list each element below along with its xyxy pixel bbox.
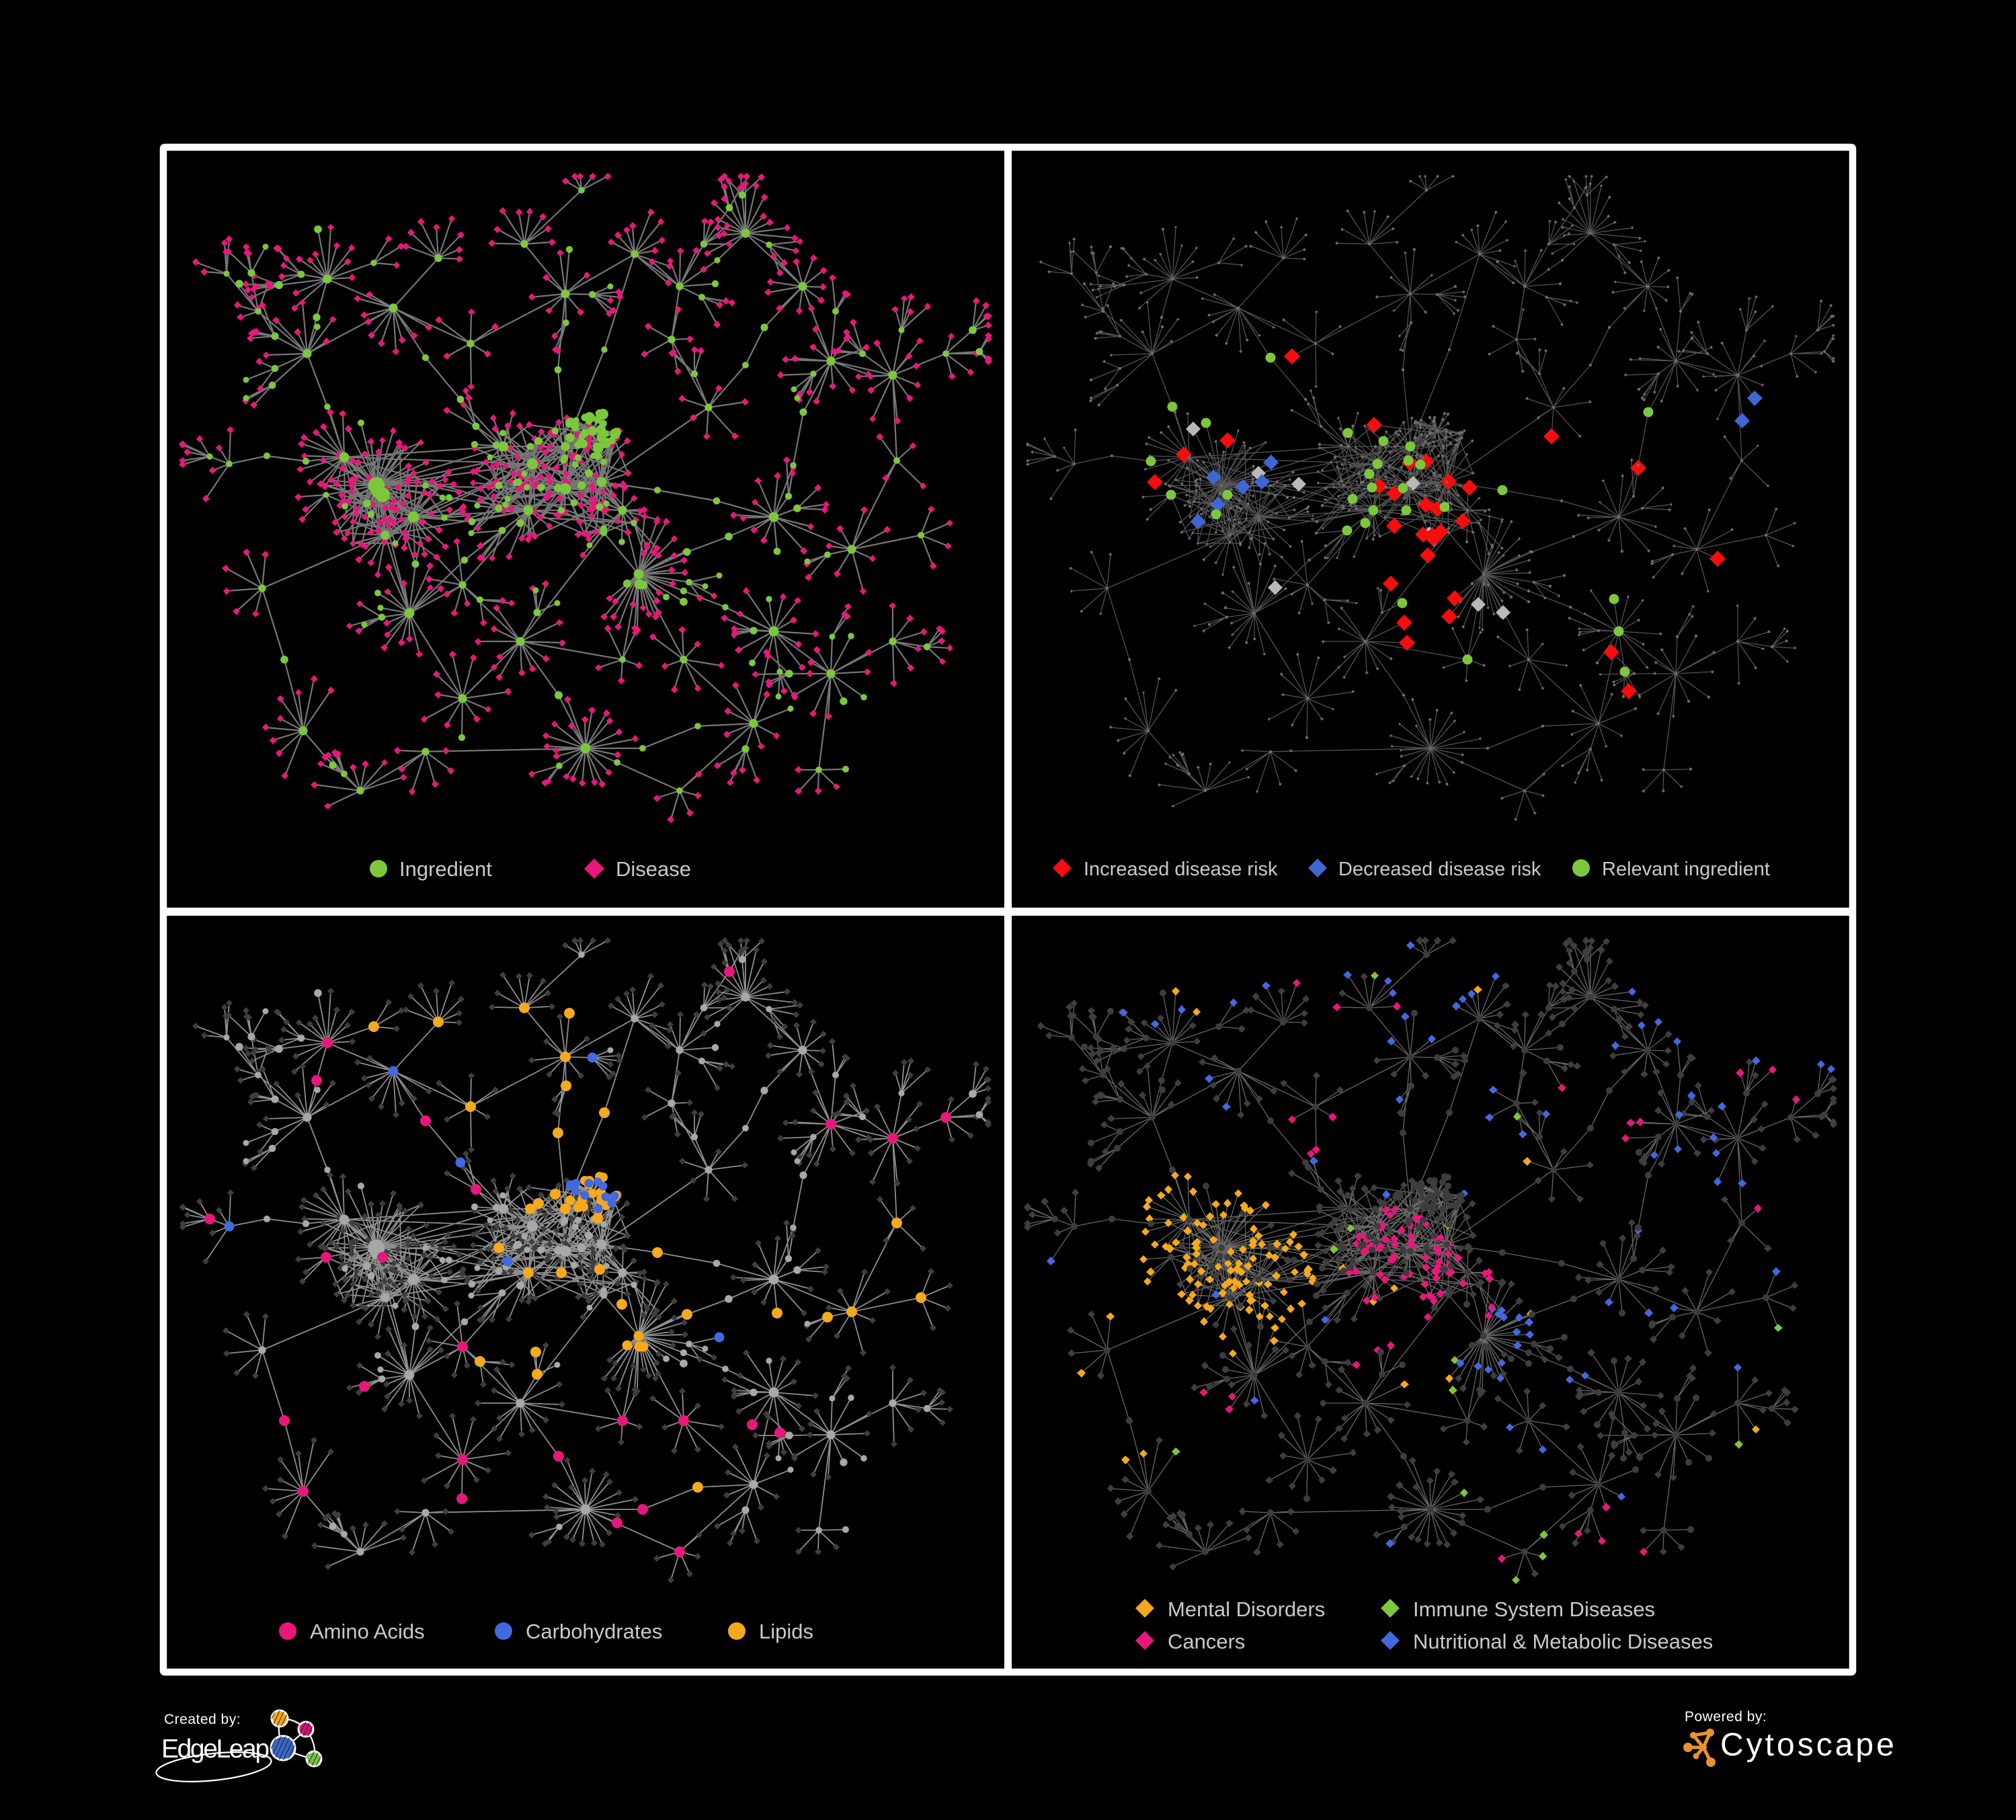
svg-text:Ingredient: Ingredient <box>399 857 492 881</box>
svg-text:EdgeLeap: EdgeLeap <box>161 1735 269 1764</box>
svg-text:Disease: Disease <box>616 857 691 881</box>
svg-text:Carbohydrates: Carbohydrates <box>526 1620 662 1643</box>
svg-text:Nutritional & Metabolic Diseas: Nutritional & Metabolic Diseases <box>1413 1630 1713 1653</box>
svg-text:Amino Acids: Amino Acids <box>310 1620 425 1643</box>
svg-text:Cytoscape: Cytoscape <box>1720 1727 1897 1763</box>
svg-text:Decreased disease risk: Decreased disease risk <box>1338 859 1541 880</box>
svg-text:Increased disease risk: Increased disease risk <box>1084 859 1278 880</box>
svg-text:Immune System Diseases: Immune System Diseases <box>1413 1597 1655 1621</box>
svg-text:Lipids: Lipids <box>759 1620 813 1643</box>
svg-text:Relevant ingredient: Relevant ingredient <box>1602 859 1770 880</box>
svg-text:Cancers: Cancers <box>1168 1630 1245 1653</box>
svg-text:Created by:: Created by: <box>164 1712 241 1727</box>
svg-text:Mental Disorders: Mental Disorders <box>1168 1597 1325 1621</box>
svg-text:Powered by:: Powered by: <box>1685 1709 1767 1725</box>
